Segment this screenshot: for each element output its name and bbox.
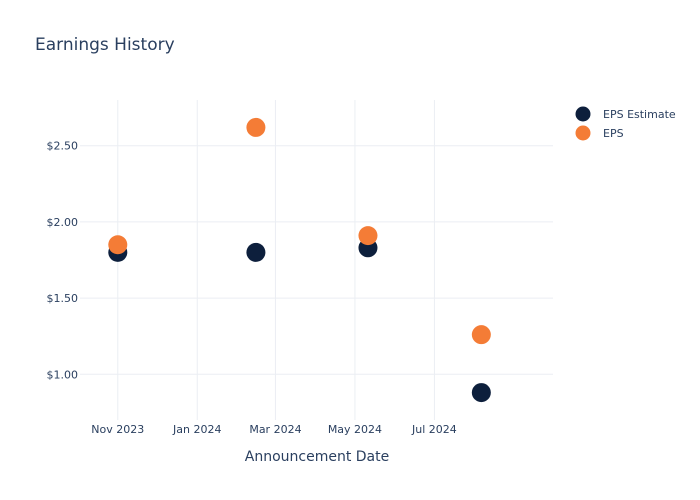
chart-title: Earnings History [35,35,175,55]
x-axis-title: Announcement Date [245,449,389,465]
y-axis-ticks: $1.00 $1.50 $2.00 $2.50 [47,140,79,382]
y-tick-label: $2.00 [47,216,79,229]
legend-label: EPS [603,127,624,140]
legend: EPS Estimate EPS [575,106,676,141]
data-point[interactable] [358,226,378,246]
y-tick-label: $1.00 [47,368,79,381]
data-point[interactable] [471,325,491,345]
legend-marker [575,106,591,122]
x-tick-label: Jul 2024 [411,423,457,436]
data-point[interactable] [246,117,266,137]
legend-label: EPS Estimate [603,108,676,121]
y-tick-label: $1.50 [47,292,79,305]
data-point[interactable] [108,235,128,255]
series-eps-estimate [108,238,491,403]
legend-marker [575,125,591,141]
series-eps [108,117,491,345]
x-tick-label: Jan 2024 [172,423,221,436]
x-tick-label: Mar 2024 [249,423,301,436]
data-point[interactable] [246,242,266,262]
data-point[interactable] [471,383,491,403]
data-points [108,117,491,403]
x-axis-ticks: Nov 2023 Jan 2024 Mar 2024 May 2024 Jul 2024 [91,423,457,436]
x-tick-label: May 2024 [328,423,382,436]
grid [80,100,553,420]
y-tick-label: $2.50 [47,140,79,153]
x-tick-label: Nov 2023 [91,423,144,436]
